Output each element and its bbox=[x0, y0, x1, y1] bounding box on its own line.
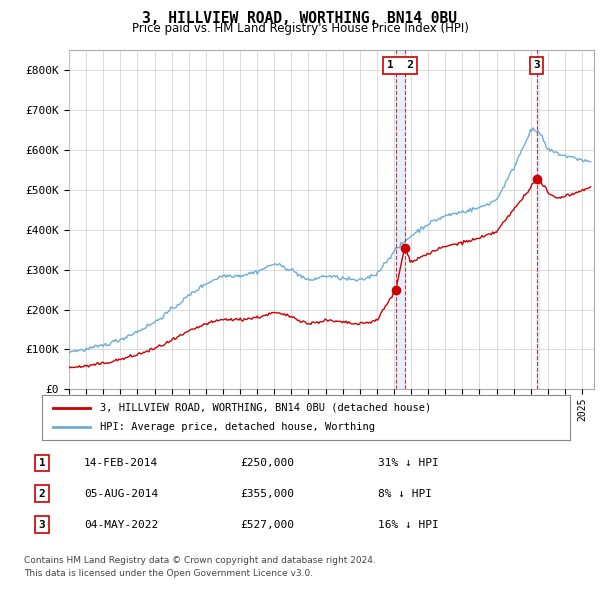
Text: 1  2: 1 2 bbox=[387, 60, 414, 70]
Bar bbox=[396, 50, 404, 389]
Text: 8% ↓ HPI: 8% ↓ HPI bbox=[378, 489, 432, 499]
Text: 3: 3 bbox=[533, 60, 540, 70]
Text: 3: 3 bbox=[38, 520, 46, 529]
Bar bbox=[536, 50, 539, 389]
Text: 16% ↓ HPI: 16% ↓ HPI bbox=[378, 520, 439, 529]
Text: HPI: Average price, detached house, Worthing: HPI: Average price, detached house, Wort… bbox=[100, 422, 375, 432]
Text: 31% ↓ HPI: 31% ↓ HPI bbox=[378, 458, 439, 468]
Text: 05-AUG-2014: 05-AUG-2014 bbox=[84, 489, 158, 499]
Text: 3, HILLVIEW ROAD, WORTHING, BN14 0BU (detached house): 3, HILLVIEW ROAD, WORTHING, BN14 0BU (de… bbox=[100, 403, 431, 412]
Text: 3, HILLVIEW ROAD, WORTHING, BN14 0BU: 3, HILLVIEW ROAD, WORTHING, BN14 0BU bbox=[143, 11, 458, 25]
Text: £250,000: £250,000 bbox=[240, 458, 294, 468]
Text: Contains HM Land Registry data © Crown copyright and database right 2024.: Contains HM Land Registry data © Crown c… bbox=[24, 556, 376, 565]
Text: This data is licensed under the Open Government Licence v3.0.: This data is licensed under the Open Gov… bbox=[24, 569, 313, 578]
Text: 04-MAY-2022: 04-MAY-2022 bbox=[84, 520, 158, 529]
Text: 2: 2 bbox=[38, 489, 46, 499]
Text: 14-FEB-2014: 14-FEB-2014 bbox=[84, 458, 158, 468]
Text: Price paid vs. HM Land Registry's House Price Index (HPI): Price paid vs. HM Land Registry's House … bbox=[131, 22, 469, 35]
Text: 1: 1 bbox=[38, 458, 46, 468]
Text: £527,000: £527,000 bbox=[240, 520, 294, 529]
Text: £355,000: £355,000 bbox=[240, 489, 294, 499]
